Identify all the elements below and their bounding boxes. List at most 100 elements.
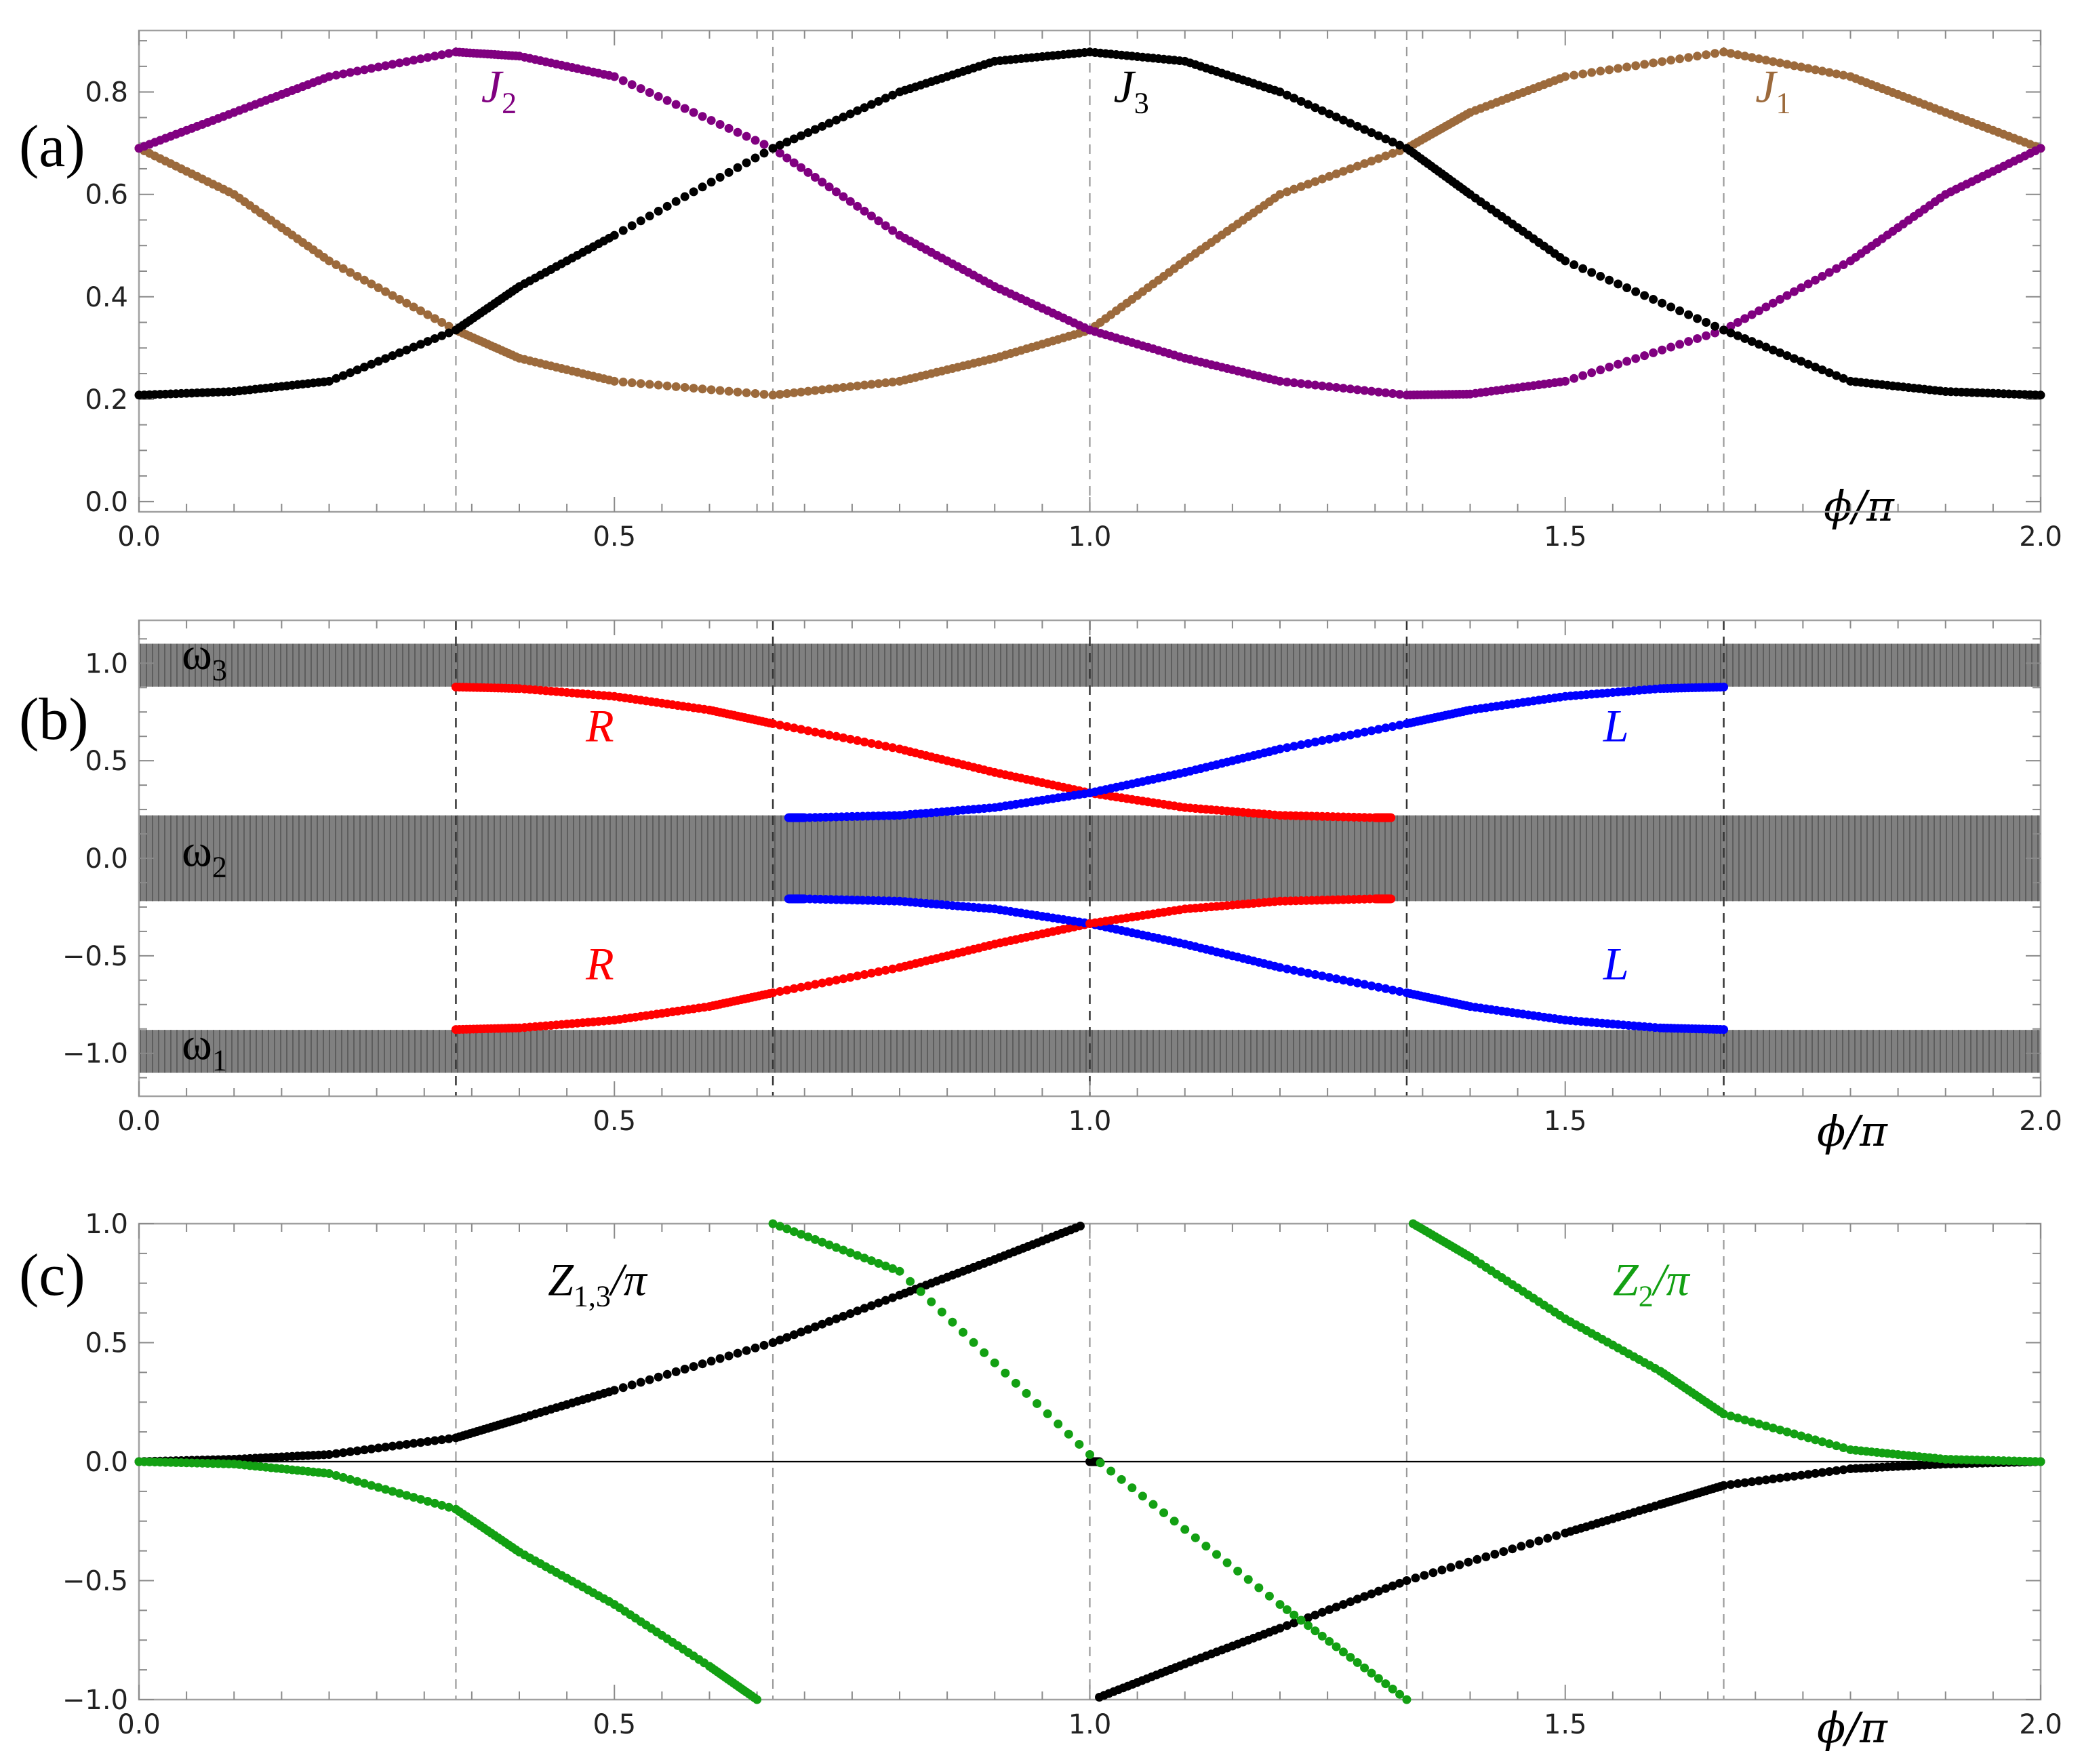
data-point <box>402 298 412 308</box>
data-point <box>654 380 663 390</box>
data-point <box>1289 742 1299 751</box>
data-point <box>1789 1429 1799 1439</box>
data-point <box>1605 65 1614 75</box>
data-point <box>1332 1642 1341 1651</box>
data-point <box>444 328 454 338</box>
series-3 <box>134 1457 762 1704</box>
annotation-main: R <box>585 700 614 751</box>
data-point <box>437 50 447 60</box>
data-point <box>1075 1439 1084 1449</box>
data-point <box>1525 1539 1535 1548</box>
data-point <box>1360 1592 1369 1601</box>
data-point <box>1818 1437 1827 1447</box>
data-point <box>881 1261 890 1270</box>
data-point <box>803 1232 813 1241</box>
data-point <box>1782 1427 1792 1437</box>
data-point <box>1578 371 1588 380</box>
annotation-main: ω <box>182 1018 212 1069</box>
data-point <box>367 359 376 369</box>
data-point <box>1782 60 1792 69</box>
data-point <box>1282 743 1292 753</box>
data-point <box>1631 287 1641 296</box>
band-rect <box>139 643 2041 687</box>
data-point <box>1437 1565 1447 1575</box>
y-tick-label: 0.0 <box>85 487 128 518</box>
data-point <box>618 378 628 387</box>
data-point <box>1332 1603 1341 1611</box>
data-point <box>1310 737 1320 746</box>
data-point <box>888 378 898 387</box>
data-point <box>853 201 862 211</box>
data-point <box>1374 725 1383 734</box>
data-point <box>359 1479 369 1488</box>
data-point <box>853 381 862 390</box>
data-point <box>654 206 663 216</box>
y-tick-label: −0.5 <box>62 941 128 972</box>
data-point <box>374 62 383 72</box>
data-point <box>1747 1477 1757 1487</box>
data-point <box>1212 1550 1221 1559</box>
data-point <box>803 386 813 396</box>
x-tick-label: 1.0 <box>1068 1709 1112 1740</box>
data-point <box>742 132 751 141</box>
data-point <box>810 125 820 134</box>
data-point <box>810 1235 820 1244</box>
data-point <box>1325 172 1334 181</box>
data-point <box>346 1447 355 1456</box>
data-point <box>1096 1458 1105 1468</box>
data-point <box>662 381 672 390</box>
data-point <box>724 386 734 396</box>
data-point <box>782 985 792 995</box>
data-point <box>1317 1631 1327 1641</box>
annotation-suffix: /π <box>608 1254 648 1305</box>
data-point <box>1325 109 1334 119</box>
annotation-6: ω1 <box>182 1018 227 1077</box>
data-point <box>1388 985 1397 995</box>
data-point <box>1803 359 1813 369</box>
annotation-main: L <box>1603 938 1629 989</box>
data-point <box>782 137 792 146</box>
data-point <box>753 1695 762 1704</box>
data-point <box>1587 368 1597 378</box>
data-point <box>671 1367 681 1376</box>
data-point <box>1282 964 1292 974</box>
annotation-1: L <box>1603 700 1629 751</box>
data-point <box>325 1449 334 1459</box>
data-point <box>1596 66 1605 76</box>
annotation-main: R <box>585 938 614 989</box>
data-point <box>1395 1689 1405 1699</box>
data-point <box>1649 58 1658 68</box>
data-point <box>824 182 834 192</box>
data-point <box>782 389 792 399</box>
data-point <box>680 1365 689 1374</box>
data-point <box>402 57 412 66</box>
data-point <box>1446 1563 1456 1572</box>
data-point <box>1811 65 1820 75</box>
data-point <box>1374 982 1383 992</box>
data-point <box>1710 49 1720 58</box>
annotation-main: J <box>481 61 504 113</box>
data-point <box>881 94 890 103</box>
data-point <box>1264 1591 1274 1601</box>
annotation-3: L <box>1603 938 1629 989</box>
data-point <box>680 192 689 201</box>
data-point <box>698 112 707 121</box>
data-point <box>789 1330 799 1340</box>
data-point <box>1605 362 1614 372</box>
data-point <box>1338 731 1348 741</box>
data-point <box>1839 1443 1848 1453</box>
data-point <box>1552 1531 1561 1540</box>
data-point <box>1353 161 1362 171</box>
data-point <box>1346 164 1355 174</box>
data-point <box>888 1264 898 1273</box>
data-point <box>845 1309 855 1319</box>
data-point <box>381 61 391 71</box>
data-point <box>1768 1423 1778 1432</box>
data-point <box>818 978 827 988</box>
data-point <box>1275 190 1285 199</box>
data-point <box>627 1380 637 1390</box>
data-point <box>916 1287 925 1296</box>
data-point <box>437 1435 447 1445</box>
data-point <box>1754 54 1763 64</box>
data-point <box>1818 1468 1827 1477</box>
